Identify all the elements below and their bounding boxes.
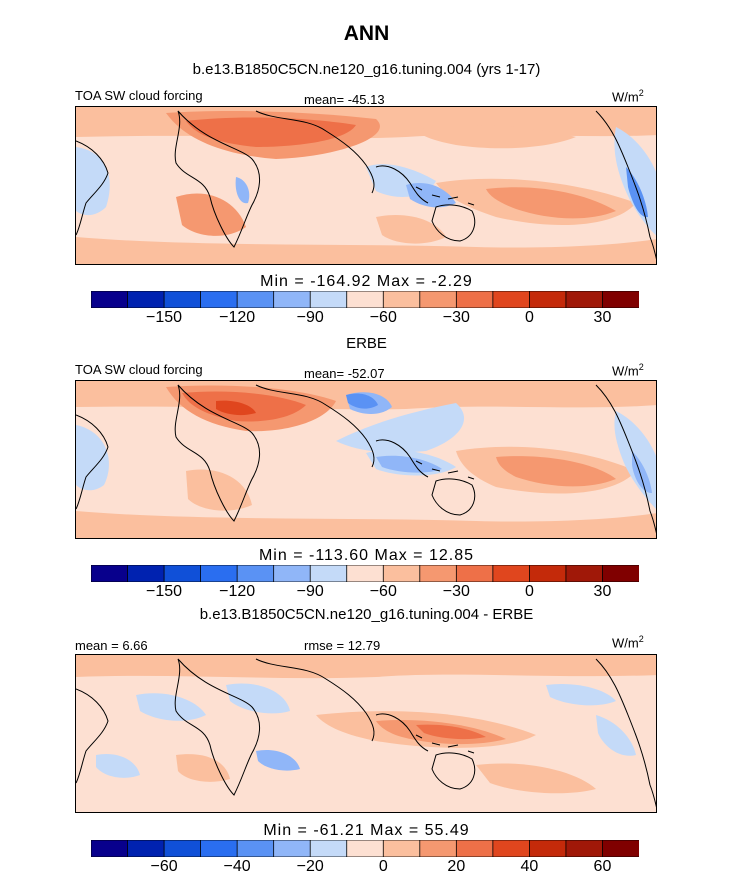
colorbar-swatch bbox=[346, 565, 385, 582]
panel-1-title: b.e13.B1850C5CN.ne120_g16.tuning.004 (yr… bbox=[192, 61, 541, 78]
colorbar-tick-label: −120 bbox=[219, 309, 256, 326]
panel-1-minmax: Min = -164.92 Max = -2.29 bbox=[260, 273, 473, 290]
panel-2-variable-label: TOA SW cloud forcing bbox=[75, 362, 203, 377]
panel-1-contour-map bbox=[76, 107, 656, 264]
colorbar-swatch bbox=[346, 840, 385, 857]
colorbar-swatch bbox=[273, 840, 312, 857]
colorbar-tick-label: 0 bbox=[378, 858, 388, 875]
colorbar-swatch bbox=[163, 565, 202, 582]
colorbar-tick-label: −150 bbox=[146, 583, 183, 600]
colorbar-swatch bbox=[602, 840, 639, 857]
panel-3-rmse-label: rmse = 12.79 bbox=[304, 638, 381, 653]
colorbar-tick-label: −120 bbox=[219, 583, 256, 600]
colorbar-swatch bbox=[455, 840, 494, 857]
colorbar-tick-label: 30 bbox=[593, 583, 612, 600]
colorbar-swatch bbox=[309, 291, 348, 308]
panel-1-map bbox=[75, 106, 657, 265]
panel-3-colorbar bbox=[91, 840, 639, 857]
colorbar-swatch bbox=[528, 840, 567, 857]
panel-3-mean-label: mean = 6.66 bbox=[75, 638, 148, 653]
panel-2-colorbar-swatches bbox=[91, 565, 639, 582]
colorbar-tick-label: 60 bbox=[593, 858, 612, 875]
figure-title: ANN bbox=[343, 22, 390, 45]
colorbar-swatch bbox=[91, 840, 129, 857]
panel-3-map bbox=[75, 654, 657, 813]
colorbar-tick-label: −30 bbox=[442, 309, 470, 326]
colorbar-swatch bbox=[528, 565, 567, 582]
panel-2-minmax: Min = -113.60 Max = 12.85 bbox=[258, 547, 475, 564]
panel-1-colorbar-swatches bbox=[91, 291, 639, 308]
colorbar-swatch bbox=[419, 565, 458, 582]
panel-1-mean-label: mean= -45.13 bbox=[304, 92, 385, 107]
colorbar-swatch bbox=[273, 291, 312, 308]
panel-1-colorbar bbox=[91, 291, 639, 308]
colorbar-swatch bbox=[91, 565, 129, 582]
colorbar-swatch bbox=[565, 840, 604, 857]
colorbar-tick-label: −90 bbox=[296, 583, 324, 600]
colorbar-swatch bbox=[492, 565, 531, 582]
colorbar-swatch bbox=[163, 291, 202, 308]
colorbar-swatch bbox=[602, 291, 639, 308]
colorbar-swatch bbox=[565, 565, 604, 582]
colorbar-tick-label: −60 bbox=[150, 858, 178, 875]
colorbar-swatch bbox=[382, 840, 421, 857]
panel-2-map bbox=[75, 380, 657, 539]
panel-3-title: b.e13.B1850C5CN.ne120_g16.tuning.004 - E… bbox=[199, 606, 534, 623]
colorbar-swatch bbox=[419, 291, 458, 308]
colorbar-swatch bbox=[236, 291, 275, 308]
colorbar-swatch bbox=[492, 291, 531, 308]
colorbar-swatch bbox=[528, 291, 567, 308]
panel-3-contour-map bbox=[76, 655, 656, 812]
colorbar-swatch bbox=[309, 565, 348, 582]
colorbar-tick-label: −20 bbox=[296, 858, 324, 875]
panel-3-colorbar-swatches bbox=[91, 840, 639, 857]
colorbar-tick-label: −60 bbox=[369, 309, 397, 326]
panel-2-contour-map bbox=[76, 381, 656, 538]
colorbar-swatch bbox=[127, 291, 165, 308]
panel-1-units-label: W/m2 bbox=[612, 88, 644, 105]
colorbar-swatch bbox=[382, 291, 421, 308]
colorbar-tick-label: 40 bbox=[520, 858, 539, 875]
colorbar-tick-label: 30 bbox=[593, 309, 612, 326]
colorbar-tick-label: 20 bbox=[447, 858, 466, 875]
panel-2-mean-label: mean= -52.07 bbox=[304, 366, 385, 381]
panel-3-minmax: Min = -61.21 Max = 55.49 bbox=[263, 822, 470, 839]
panel-3-units-label: W/m2 bbox=[612, 634, 644, 651]
colorbar-swatch bbox=[455, 565, 494, 582]
colorbar-swatch bbox=[492, 840, 531, 857]
panel-2-title: ERBE bbox=[346, 335, 387, 352]
colorbar-swatch bbox=[419, 840, 458, 857]
colorbar-swatch bbox=[200, 291, 239, 308]
colorbar-swatch bbox=[565, 291, 604, 308]
panel-2-units-label: W/m2 bbox=[612, 362, 644, 379]
colorbar-tick-label: −150 bbox=[146, 309, 183, 326]
colorbar-tick-label: 0 bbox=[524, 309, 534, 326]
colorbar-swatch bbox=[200, 840, 239, 857]
colorbar-swatch bbox=[127, 565, 165, 582]
colorbar-swatch bbox=[455, 291, 494, 308]
colorbar-swatch bbox=[346, 291, 385, 308]
colorbar-tick-label: 0 bbox=[524, 583, 534, 600]
colorbar-swatch bbox=[273, 565, 312, 582]
colorbar-tick-label: −30 bbox=[442, 583, 470, 600]
panel-2-colorbar bbox=[91, 565, 639, 582]
panel-1-variable-label: TOA SW cloud forcing bbox=[75, 88, 203, 103]
colorbar-swatch bbox=[602, 565, 639, 582]
colorbar-tick-label: −90 bbox=[296, 309, 324, 326]
colorbar-swatch bbox=[309, 840, 348, 857]
colorbar-swatch bbox=[91, 291, 129, 308]
colorbar-swatch bbox=[236, 565, 275, 582]
colorbar-swatch bbox=[382, 565, 421, 582]
colorbar-swatch bbox=[163, 840, 202, 857]
colorbar-tick-label: −60 bbox=[369, 583, 397, 600]
colorbar-tick-label: −40 bbox=[223, 858, 251, 875]
colorbar-swatch bbox=[236, 840, 275, 857]
colorbar-swatch bbox=[127, 840, 165, 857]
colorbar-swatch bbox=[200, 565, 239, 582]
